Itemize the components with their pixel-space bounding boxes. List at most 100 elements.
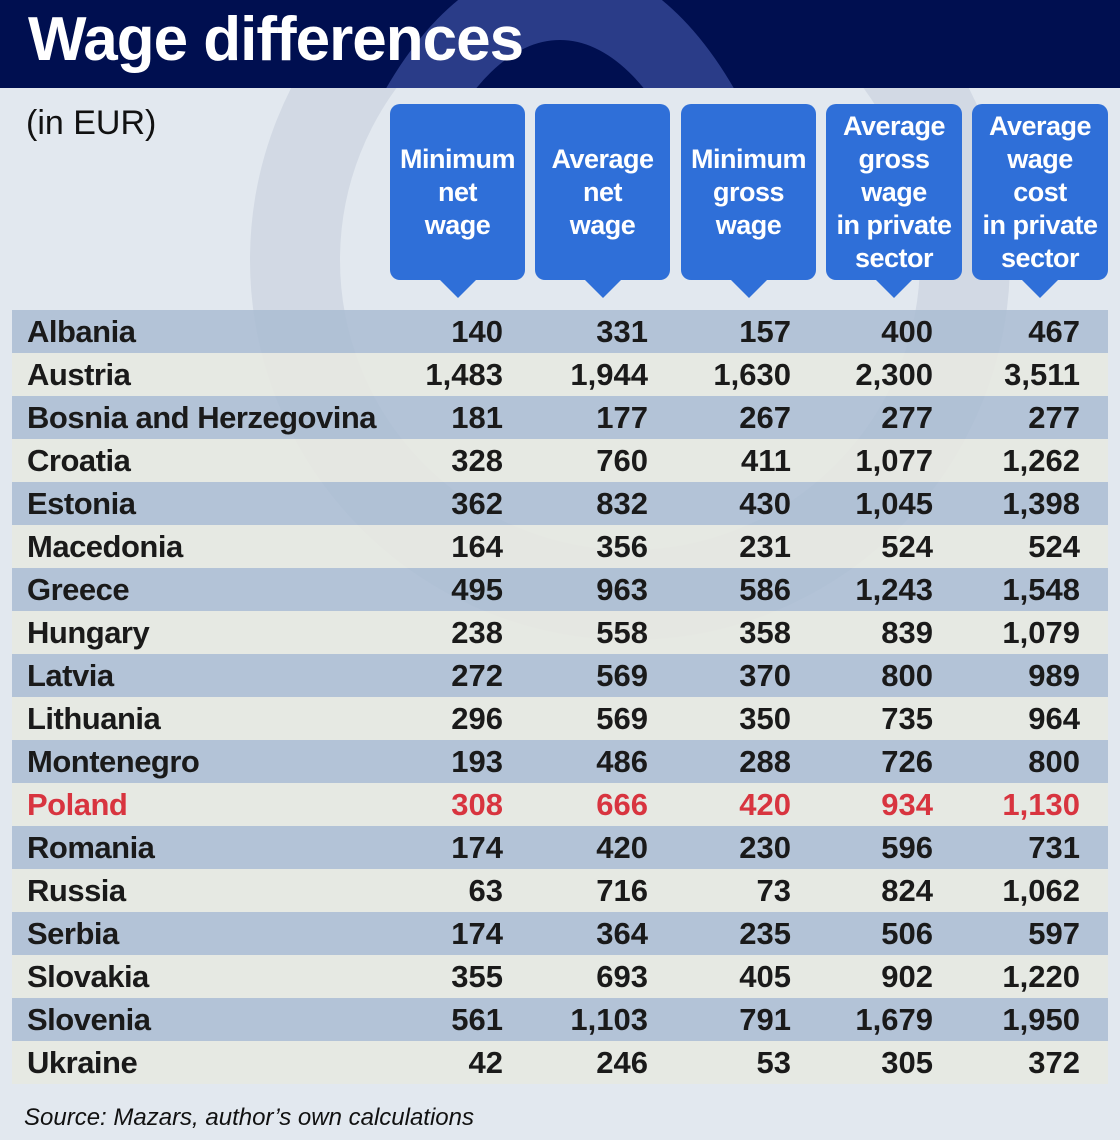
value-cell: 277 <box>1028 400 1080 435</box>
value-cell: 305 <box>881 1045 933 1080</box>
value-cell: 420 <box>596 830 648 865</box>
table-row: Bosnia and Herzegovina 181 177 267 277 277 <box>12 396 1108 439</box>
column-header: Average gross wage in private sector <box>826 104 962 298</box>
country-name: Latvia <box>27 658 114 693</box>
value-cell: 1,679 <box>855 1002 933 1037</box>
value-cell: 272 <box>451 658 503 693</box>
value-cell: 735 <box>881 701 933 736</box>
country-name: Lithuania <box>27 701 161 736</box>
column-header: Average wage cost in private sector <box>972 104 1108 298</box>
value-cell: 73 <box>756 873 791 908</box>
value-cell: 506 <box>881 916 933 951</box>
table-row: Croatia 328 760 411 1,077 1,262 <box>12 439 1108 482</box>
table-row: Poland 308 666 420 934 1,130 <box>12 783 1108 826</box>
value-cell: 597 <box>1028 916 1080 951</box>
table-row: Russia 63 716 73 824 1,062 <box>12 869 1108 912</box>
value-cell: 791 <box>739 1002 791 1037</box>
value-cell: 157 <box>739 314 791 349</box>
column-header-label: Minimum gross wage <box>691 143 807 240</box>
value-cell: 1,630 <box>713 357 791 392</box>
table-row: Estonia 362 832 430 1,045 1,398 <box>12 482 1108 525</box>
value-cell: 177 <box>596 400 648 435</box>
value-cell: 63 <box>468 873 503 908</box>
value-cell: 666 <box>596 787 648 822</box>
value-cell: 430 <box>739 486 791 521</box>
value-cell: 288 <box>739 744 791 779</box>
value-cell: 372 <box>1028 1045 1080 1080</box>
value-cell: 420 <box>739 787 791 822</box>
value-cell: 693 <box>596 959 648 994</box>
value-cell: 524 <box>1028 529 1080 564</box>
value-cell: 558 <box>596 615 648 650</box>
value-cell: 1,398 <box>1002 486 1080 521</box>
value-cell: 1,483 <box>425 357 503 392</box>
table-row: Lithuania 296 569 350 735 964 <box>12 697 1108 740</box>
country-name: Romania <box>27 830 155 865</box>
value-cell: 230 <box>739 830 791 865</box>
value-cell: 800 <box>1028 744 1080 779</box>
table-row: Serbia 174 364 235 506 597 <box>12 912 1108 955</box>
value-cell: 140 <box>451 314 503 349</box>
value-cell: 934 <box>881 787 933 822</box>
unit-label: (in EUR) <box>26 104 157 142</box>
value-cell: 356 <box>596 529 648 564</box>
wage-table: Albania 140 331 157 400 467 Austria 1,483 1,944 1… <box>12 310 1108 1084</box>
table-row: Slovenia 561 1,103 791 1,679 1,950 <box>12 998 1108 1041</box>
value-cell: 586 <box>739 572 791 607</box>
value-cell: 1,548 <box>1002 572 1080 607</box>
value-cell: 989 <box>1028 658 1080 693</box>
value-cell: 328 <box>451 443 503 478</box>
column-header-label: Average net wage <box>551 143 654 240</box>
value-cell: 486 <box>596 744 648 779</box>
value-cell: 370 <box>739 658 791 693</box>
country-name: Austria <box>27 357 131 392</box>
value-cell: 832 <box>596 486 648 521</box>
title-bar: Wage differences <box>0 0 1120 88</box>
value-cell: 308 <box>451 787 503 822</box>
value-cell: 495 <box>451 572 503 607</box>
country-name: Slovenia <box>27 1002 151 1037</box>
country-name: Serbia <box>27 916 119 951</box>
country-name: Poland <box>27 787 128 822</box>
value-cell: 3,511 <box>1004 357 1080 392</box>
value-cell: 358 <box>739 615 791 650</box>
value-cell: 731 <box>1028 830 1080 865</box>
table-row: Greece 495 963 586 1,243 1,548 <box>12 568 1108 611</box>
value-cell: 569 <box>596 658 648 693</box>
column-header: Average net wage <box>535 104 670 298</box>
value-cell: 716 <box>596 873 648 908</box>
value-cell: 238 <box>451 615 503 650</box>
country-name: Macedonia <box>27 529 183 564</box>
value-cell: 1,950 <box>1002 1002 1080 1037</box>
value-cell: 181 <box>451 400 503 435</box>
value-cell: 364 <box>596 916 648 951</box>
table-row: Slovakia 355 693 405 902 1,220 <box>12 955 1108 998</box>
value-cell: 277 <box>881 400 933 435</box>
value-cell: 405 <box>739 959 791 994</box>
country-name: Hungary <box>27 615 150 650</box>
value-cell: 53 <box>756 1045 791 1080</box>
value-cell: 1,130 <box>1002 787 1080 822</box>
value-cell: 596 <box>881 830 933 865</box>
column-header-label: Average wage cost in private sector <box>982 110 1098 273</box>
column-header: Minimum net wage <box>390 104 525 298</box>
value-cell: 1,045 <box>855 486 933 521</box>
value-cell: 963 <box>596 572 648 607</box>
value-cell: 1,103 <box>570 1002 648 1037</box>
value-cell: 331 <box>596 314 648 349</box>
value-cell: 467 <box>1028 314 1080 349</box>
value-cell: 246 <box>596 1045 648 1080</box>
country-name: Estonia <box>27 486 136 521</box>
value-cell: 524 <box>881 529 933 564</box>
value-cell: 174 <box>451 916 503 951</box>
value-cell: 355 <box>451 959 503 994</box>
country-name: Russia <box>27 873 126 908</box>
page-title: Wage differences <box>28 5 524 74</box>
country-name: Montenegro <box>27 744 200 779</box>
value-cell: 839 <box>881 615 933 650</box>
value-cell: 400 <box>881 314 933 349</box>
value-cell: 760 <box>596 443 648 478</box>
value-cell: 569 <box>596 701 648 736</box>
value-cell: 267 <box>739 400 791 435</box>
value-cell: 561 <box>451 1002 503 1037</box>
